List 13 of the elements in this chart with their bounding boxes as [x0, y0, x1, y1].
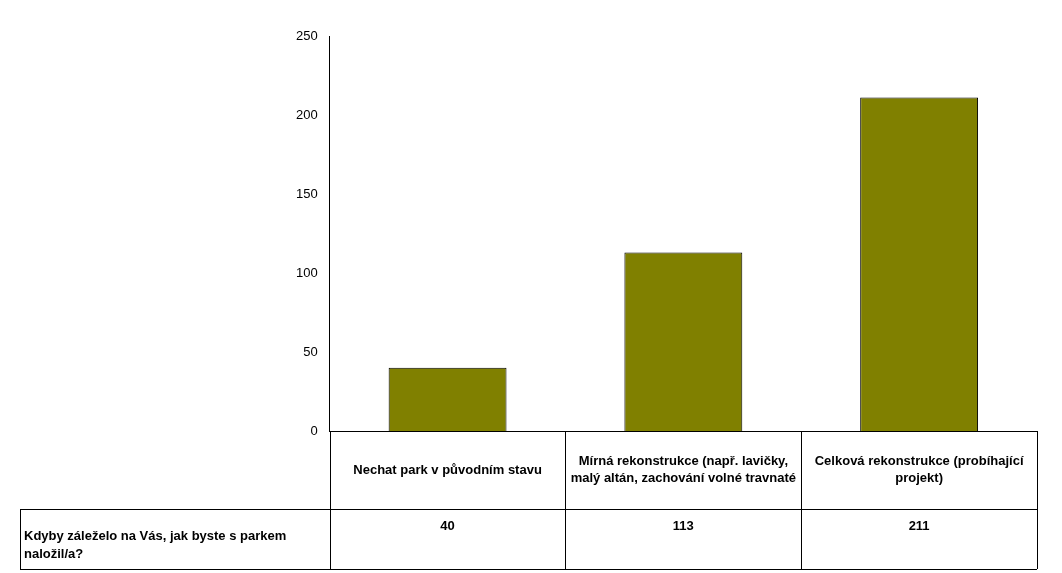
x-tick-label: Nechat park v původním stavu — [353, 461, 542, 477]
text: Kdyby záleželo na Vás, jak byste s parkem naložil/a? — [24, 527, 287, 561]
y-tick-label: 150 — [295, 185, 318, 201]
y-tick-label: 0 — [310, 422, 318, 438]
data-label: 40 — [440, 517, 455, 533]
y-tick-label: 200 — [295, 106, 318, 122]
data-label: 113 — [672, 517, 694, 533]
y-tick-label: 50 — [303, 343, 318, 359]
y-tick-label: 250 — [295, 27, 318, 43]
x-tick-label: Celková rekonstrukce (probíhající projekt) — [814, 453, 1024, 486]
y-tick-label: 100 — [295, 264, 318, 280]
x-tick-label: Mírná rekonstrukce (např. lavičky, malý altán, zachování volné travnaté — [570, 453, 797, 486]
data-label: 211 — [908, 517, 930, 533]
